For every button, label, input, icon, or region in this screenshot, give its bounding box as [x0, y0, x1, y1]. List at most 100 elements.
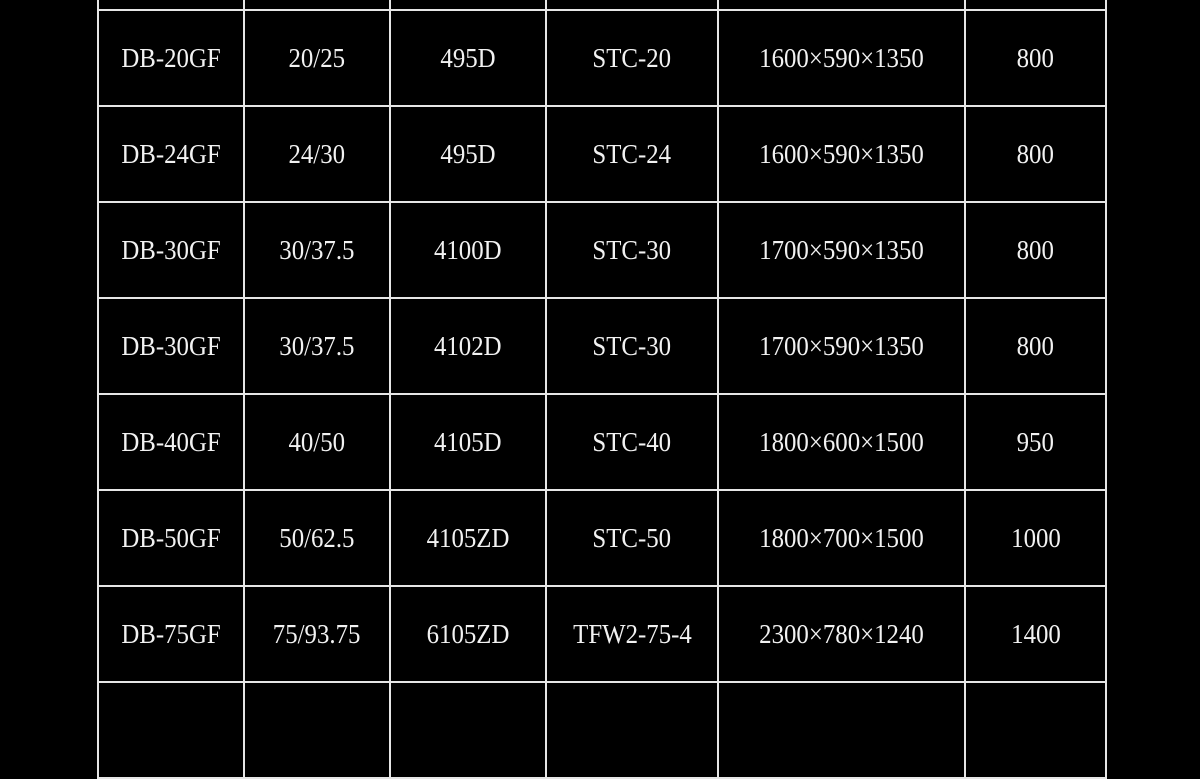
- cell-dimensions: 1800×600×1500: [717, 393, 966, 491]
- cell-power: 75/93.75: [243, 585, 391, 683]
- table-cell-empty: [97, 0, 245, 11]
- table-row-partial-bottom: [97, 681, 1107, 779]
- cell-text: 40/50: [288, 426, 346, 457]
- cell-model: DB-50GF: [97, 489, 245, 587]
- cell-model: DB-40GF: [97, 393, 245, 491]
- cell-power: 20/25: [243, 9, 391, 107]
- cell-text: 30/37.5: [279, 234, 355, 265]
- cell-power: 50/62.5: [243, 489, 391, 587]
- cell-dimensions: 1800×700×1500: [717, 489, 966, 587]
- cell-text: 495D: [440, 138, 496, 169]
- cell-weight: 800: [964, 9, 1107, 107]
- cell-engine: 495D: [389, 105, 547, 203]
- cell-text: DB-24GF: [121, 138, 221, 169]
- cell-alternator: STC-30: [545, 297, 719, 395]
- cell-engine: 495D: [389, 9, 547, 107]
- table-row-partial-top: [97, 0, 1107, 11]
- cell-model: DB-24GF: [97, 105, 245, 203]
- cell-model: DB-30GF: [97, 297, 245, 395]
- cell-text: 495D: [440, 42, 496, 73]
- table-row: DB-30GF 30/37.5 4102D STC-30 1700×590×1350 80…: [97, 297, 1107, 395]
- cell-dimensions: 1700×590×1350: [717, 297, 966, 395]
- cell-power: 30/37.5: [243, 201, 391, 299]
- cell-engine: 6105ZD: [389, 585, 547, 683]
- cell-text: DB-30GF: [121, 330, 221, 361]
- table-row: DB-75GF 75/93.75 6105ZD TFW2-75-4 2300×780×1…: [97, 585, 1107, 683]
- cell-text: 1600×590×1350: [759, 42, 924, 73]
- cell-text: DB-75GF: [121, 618, 221, 649]
- cell-text: 4105ZD: [426, 522, 510, 553]
- cell-text: STC-24: [592, 138, 672, 169]
- cell-text: DB-30GF: [121, 234, 221, 265]
- cell-text: DB-20GF: [121, 42, 221, 73]
- table-cell-empty: [97, 681, 245, 779]
- cell-power: 24/30: [243, 105, 391, 203]
- cell-text: DB-40GF: [121, 426, 221, 457]
- cell-alternator: STC-24: [545, 105, 719, 203]
- cell-text: 800: [1016, 330, 1055, 361]
- cell-text: 1000: [1010, 522, 1061, 553]
- table-cell-empty: [389, 681, 547, 779]
- table-row: DB-24GF 24/30 495D STC-24 1600×590×1350 800: [97, 105, 1107, 203]
- cell-text: 1600×590×1350: [759, 138, 924, 169]
- cell-text: 75/93.75: [273, 618, 361, 649]
- table-row: DB-50GF 50/62.5 4105ZD STC-50 1800×700×1500 1…: [97, 489, 1107, 587]
- cell-model: DB-75GF: [97, 585, 245, 683]
- cell-engine: 4102D: [389, 297, 547, 395]
- cell-weight: 800: [964, 297, 1107, 395]
- cell-text: 1800×600×1500: [759, 426, 924, 457]
- generator-spec-table: DB-20GF 20/25 495D STC-20 1600×590×1350 800 DB…: [97, 0, 1107, 779]
- cell-dimensions: 2300×780×1240: [717, 585, 966, 683]
- cell-alternator: STC-30: [545, 201, 719, 299]
- cell-text: 20/25: [288, 42, 346, 73]
- cell-weight: 950: [964, 393, 1107, 491]
- cell-alternator: STC-20: [545, 9, 719, 107]
- cell-text: 1800×700×1500: [759, 522, 924, 553]
- cell-text: 800: [1016, 42, 1055, 73]
- table-cell-empty: [545, 681, 719, 779]
- cell-text: STC-30: [592, 234, 672, 265]
- cell-text: 6105ZD: [426, 618, 510, 649]
- cell-text: 30/37.5: [279, 330, 355, 361]
- cell-weight: 800: [964, 105, 1107, 203]
- table-body: DB-20GF 20/25 495D STC-20 1600×590×1350 800 DB…: [97, 0, 1107, 779]
- cell-text: 950: [1016, 426, 1055, 457]
- table-cell-empty: [717, 0, 966, 11]
- cell-dimensions: 1600×590×1350: [717, 9, 966, 107]
- cell-dimensions: 1700×590×1350: [717, 201, 966, 299]
- table-row: DB-20GF 20/25 495D STC-20 1600×590×1350 800: [97, 9, 1107, 107]
- cell-text: STC-50: [592, 522, 672, 553]
- cell-text: 4100D: [434, 234, 502, 265]
- cell-engine: 4105ZD: [389, 489, 547, 587]
- table-cell-empty: [964, 0, 1107, 11]
- cell-engine: 4105D: [389, 393, 547, 491]
- cell-alternator: STC-50: [545, 489, 719, 587]
- cell-text: 50/62.5: [279, 522, 355, 553]
- table-cell-empty: [717, 681, 966, 779]
- cell-text: 24/30: [288, 138, 346, 169]
- table-cell-empty: [243, 0, 391, 11]
- cell-dimensions: 1600×590×1350: [717, 105, 966, 203]
- cell-text: 1700×590×1350: [759, 330, 924, 361]
- cell-engine: 4100D: [389, 201, 547, 299]
- table-cell-empty: [389, 0, 547, 11]
- table-row: DB-30GF 30/37.5 4100D STC-30 1700×590×1350 80…: [97, 201, 1107, 299]
- cell-text: 1400: [1010, 618, 1061, 649]
- cell-text: STC-20: [592, 42, 672, 73]
- cell-text: DB-50GF: [121, 522, 221, 553]
- cell-text: 1700×590×1350: [759, 234, 924, 265]
- cell-text: TFW2-75-4: [572, 618, 692, 649]
- cell-model: DB-20GF: [97, 9, 245, 107]
- cell-alternator: TFW2-75-4: [545, 585, 719, 683]
- cell-weight: 1400: [964, 585, 1107, 683]
- cell-model: DB-30GF: [97, 201, 245, 299]
- cell-text: STC-30: [592, 330, 672, 361]
- cell-text: 800: [1016, 138, 1055, 169]
- cell-text: 800: [1016, 234, 1055, 265]
- cell-power: 30/37.5: [243, 297, 391, 395]
- cell-text: STC-40: [592, 426, 672, 457]
- table-cell-empty: [964, 681, 1107, 779]
- cell-weight: 800: [964, 201, 1107, 299]
- table-cell-empty: [243, 681, 391, 779]
- table-row: DB-40GF 40/50 4105D STC-40 1800×600×1500 950: [97, 393, 1107, 491]
